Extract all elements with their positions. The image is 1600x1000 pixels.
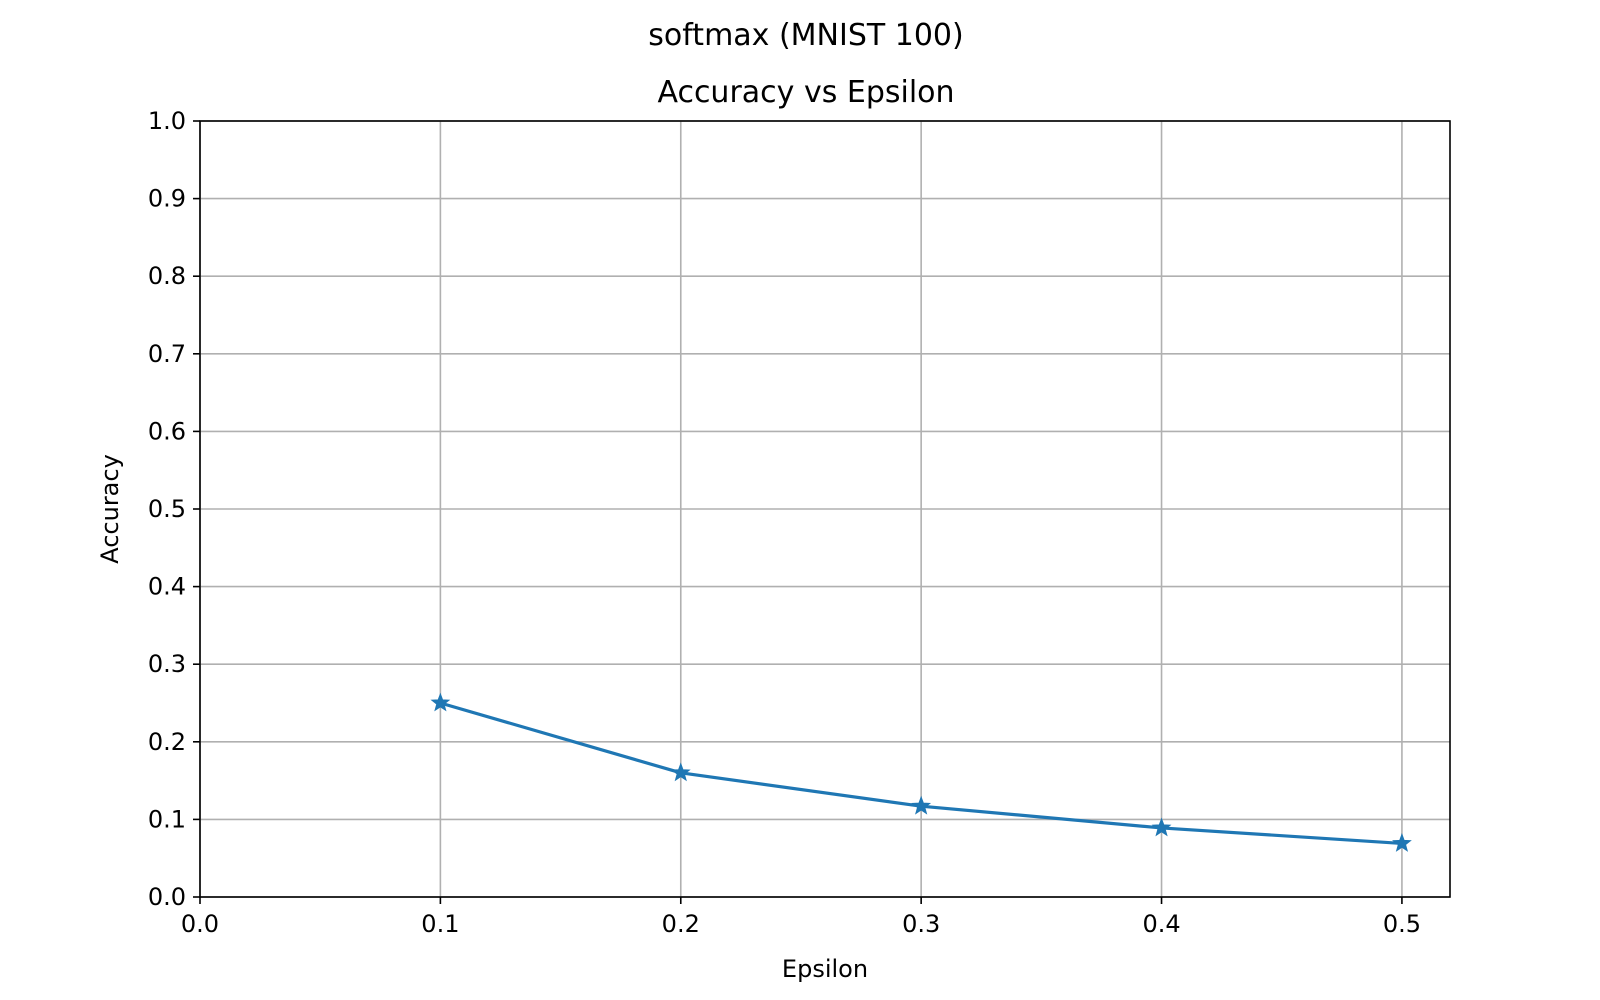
x-tick-label: 0.5 [1383,910,1421,938]
data-point-star [1392,833,1412,852]
grid [199,120,1450,898]
x-tick-label: 0.4 [1142,910,1180,938]
x-axis-label: Epsilon [782,955,868,983]
y-tick-label: 0.0 [148,883,186,911]
axis-ticks: 0.0 0.1 0.2 0.3 0.4 0.5 0.0 0.1 0.2 0.3 0.4 0.5 0.6 0… [148,107,1421,938]
y-tick-label: 0.9 [148,185,186,213]
series-layer [430,692,1412,852]
y-tick-label: 0.5 [148,495,186,523]
y-tick-label: 0.2 [148,728,186,756]
data-point-star [670,762,691,782]
x-tick-label: 0.2 [662,910,700,938]
data-point-star [911,795,932,815]
data-point-star [1151,817,1172,837]
y-axis-label: Accuracy [96,454,124,564]
y-tick-label: 0.1 [148,805,186,833]
y-tick-label: 0.7 [148,340,186,368]
x-tick-label: 0.3 [902,910,940,938]
x-tick-label: 0.1 [421,910,459,938]
y-tick-label: 1.0 [148,107,186,135]
y-tick-label: 0.8 [148,262,186,290]
x-tick-label: 0.0 [181,910,219,938]
y-tick-label: 0.6 [148,417,186,445]
data-point-star [430,692,451,712]
y-tick-label: 0.4 [148,573,186,601]
y-tick-label: 0.3 [148,650,186,678]
plot-frame [199,120,1451,898]
chart-suptitle: softmax (MNIST 100) [648,18,963,53]
chart-title: Accuracy vs Epsilon [657,75,954,110]
